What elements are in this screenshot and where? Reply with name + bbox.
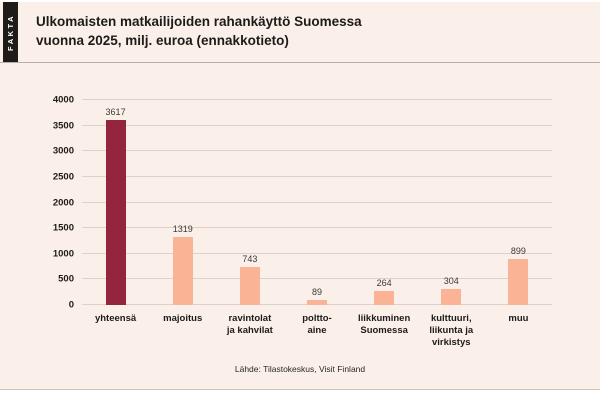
x-axis-category-label: yhteensä xyxy=(94,313,137,324)
x-axis-category-label: poltto- aine xyxy=(302,313,332,336)
fakta-badge-label: FAKTA xyxy=(6,13,15,51)
x-axis-category-label: ravintolat ja kahvilat xyxy=(226,313,273,336)
chart-title-line-1: Ulkomaisten matkailijoiden rahankäyttö S… xyxy=(36,14,362,29)
x-axis-labels: yhteensä majoitus ravintolat ja kahvilat po… xyxy=(82,313,552,349)
chart-header: Ulkomaisten matkailijoiden rahankäyttö S… xyxy=(0,2,600,63)
y-axis: 0 500 1000 1500 2000 2500 3000 3500 4000 xyxy=(0,95,74,311)
chart-title-line-2: vuonna 2025, milj. euroa (ennakkotieto) xyxy=(36,33,289,49)
gridline xyxy=(82,124,552,126)
y-axis-tick-label: 2000 xyxy=(52,197,74,208)
bar-group: 1319 xyxy=(149,224,216,305)
bar-value-label: 89 xyxy=(311,287,322,298)
bar-group: 899 xyxy=(485,246,552,305)
gridline xyxy=(82,150,552,152)
plot-area: 3617 1319 743 89 264 304 899 xyxy=(82,99,552,305)
fakta-card: Ulkomaisten matkailijoiden rahankäyttö S… xyxy=(0,2,600,390)
bar-value-label: 743 xyxy=(242,253,258,264)
source-attribution: Lähde: Tilastokeskus, Visit Finland xyxy=(234,364,366,374)
chart-bar xyxy=(172,237,193,305)
bar-group: 304 xyxy=(418,276,485,305)
y-axis-tick-label: 3500 xyxy=(52,120,74,132)
x-axis-category-label: liikkuminen Suomessa xyxy=(358,313,411,336)
x-axis-category-label: majoitus xyxy=(163,313,203,324)
y-axis-tick-label: 1000 xyxy=(52,248,74,260)
gridline xyxy=(82,99,552,100)
chart-bar xyxy=(374,291,395,305)
bar-value-label: 264 xyxy=(376,278,392,289)
gridline xyxy=(82,201,552,203)
gridline xyxy=(82,175,552,177)
chart-bar xyxy=(105,119,126,305)
bar-value-label: 304 xyxy=(443,276,459,287)
gridline xyxy=(82,227,552,229)
chart-bar xyxy=(306,300,327,305)
bar-value-label: 899 xyxy=(510,245,526,256)
chart-bar xyxy=(239,266,260,305)
y-axis-tick-label: 2500 xyxy=(52,171,74,183)
gridline xyxy=(82,252,552,254)
fakta-badge: FAKTA xyxy=(3,2,18,62)
y-axis-tick-label: 3000 xyxy=(52,145,74,157)
x-axis-category-label: kulttuuri, liikunta ja virkistys xyxy=(429,313,474,348)
bar-group: 264 xyxy=(351,278,418,305)
bar-group: 3617 xyxy=(82,107,149,305)
y-axis-tick-label: 0 xyxy=(68,299,74,311)
x-axis-category-label: muu xyxy=(508,313,529,324)
bar-chart: 0 500 1000 1500 2000 2500 3000 3500 4000 3617 131… xyxy=(0,63,600,359)
y-axis-tick-label: 4000 xyxy=(52,94,74,106)
bar-value-label: 1319 xyxy=(172,224,193,235)
bar-group: 743 xyxy=(216,254,283,305)
chart-bar xyxy=(441,289,462,305)
y-axis-tick-label: 500 xyxy=(58,273,74,285)
gridline xyxy=(82,278,552,280)
chart-bar xyxy=(508,258,529,305)
bar-group: 89 xyxy=(283,287,350,305)
bar-value-label: 3617 xyxy=(105,106,126,117)
y-axis-tick-label: 1500 xyxy=(52,222,74,234)
